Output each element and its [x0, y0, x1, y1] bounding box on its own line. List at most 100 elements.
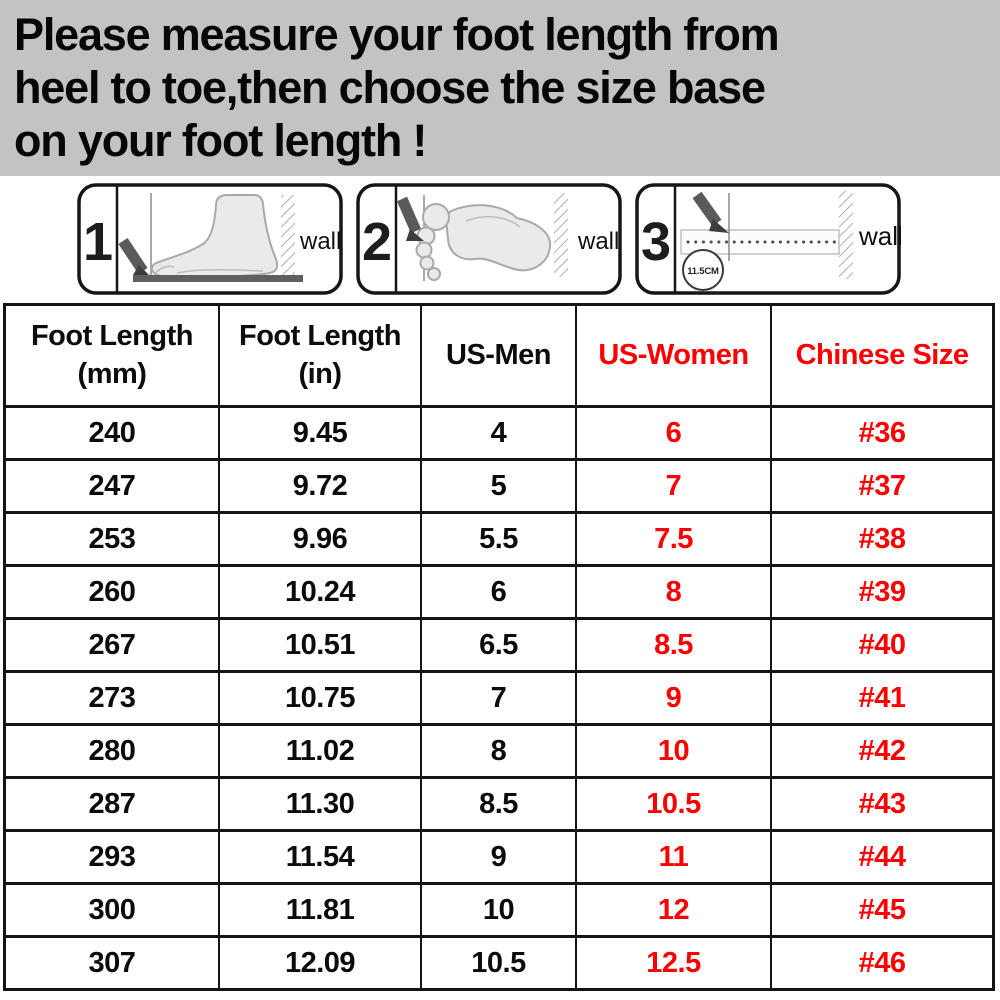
table-cell: 273 — [6, 673, 220, 723]
table-cell: 10.24 — [220, 567, 423, 617]
table-cell: #41 — [858, 681, 906, 714]
table-cell: 6 — [422, 567, 577, 617]
table-cell: 11.81 — [220, 885, 423, 935]
table-cell: 307 — [6, 938, 220, 988]
table-cell: 7 — [422, 673, 577, 723]
table-row: 287 11.30 8.5 10.5 #43 — [6, 779, 992, 832]
table-cell: 9.45 — [220, 408, 423, 458]
table-cell: 11.30 — [220, 779, 423, 829]
step-3-panel: 3 11.5CM wall — [635, 183, 901, 295]
wall-hatch-icon — [554, 193, 568, 277]
measure-steps-strip: 1 wall 2 — [0, 176, 1000, 303]
table-row: 240 9.45 4 6 #36 — [6, 408, 992, 461]
table-cell: 9 — [422, 832, 577, 882]
step-number: 2 — [362, 212, 392, 272]
table-cell: #42 — [858, 734, 906, 767]
table-cell: 10.5 — [422, 938, 577, 988]
table-cell: 253 — [6, 514, 220, 564]
table-row: 260 10.24 6 8 #39 — [6, 567, 992, 620]
table-cell: 6.5 — [422, 620, 577, 670]
wall-label: wall — [858, 221, 901, 251]
table-cell: 12.09 — [220, 938, 423, 988]
table-cell: 10 — [422, 885, 577, 935]
table-cell: #46 — [858, 946, 906, 979]
table-cell: 5.5 — [422, 514, 577, 564]
step-1-panel: 1 wall — [77, 183, 343, 295]
table-cell: 6 — [577, 408, 773, 458]
column-header: Foot Length (in) — [220, 306, 423, 405]
table-cell: 11.02 — [220, 726, 423, 776]
column-header: US-Women — [577, 306, 773, 405]
table-row: 273 10.75 7 9 #41 — [6, 673, 992, 726]
table-cell: 287 — [6, 779, 220, 829]
banner-text-line-1: Please measure your foot length from — [14, 9, 780, 60]
table-cell: 8 — [422, 726, 577, 776]
table-cell: 10.5 — [577, 779, 773, 829]
column-header-sub: (mm) — [77, 357, 147, 390]
table-row: 300 11.81 10 12 #45 — [6, 885, 992, 938]
table-cell: 8.5 — [422, 779, 577, 829]
table-cell: 9.96 — [220, 514, 423, 564]
measurement-value: 11.5CM — [687, 266, 719, 277]
column-header-sub: (in) — [298, 357, 342, 390]
table-cell: 11 — [577, 832, 773, 882]
floor-bar — [133, 275, 303, 282]
ruler-icon — [680, 229, 840, 255]
step-2-panel: 2 wall — [356, 183, 622, 295]
table-cell: 8 — [577, 567, 773, 617]
size-table-header-row: Foot Length (mm) Foot Length (in) US-Men US-W… — [6, 306, 992, 408]
table-cell: 10 — [577, 726, 773, 776]
table-cell: #36 — [858, 416, 906, 449]
table-cell: #45 — [858, 893, 906, 926]
column-header: US-Men — [422, 306, 577, 405]
column-header-title: Foot Length — [30, 320, 194, 353]
table-row: 280 11.02 8 10 #42 — [6, 726, 992, 779]
column-header: Foot Length (mm) — [6, 306, 220, 405]
table-cell: 9.72 — [220, 461, 423, 511]
table-cell: 260 — [6, 567, 220, 617]
table-cell: 5 — [422, 461, 577, 511]
table-cell: 247 — [6, 461, 220, 511]
table-cell: #44 — [858, 840, 906, 873]
table-cell: 11.54 — [220, 832, 423, 882]
wall-label: wall — [577, 228, 619, 255]
table-cell: 240 — [6, 408, 220, 458]
table-cell: 300 — [6, 885, 220, 935]
table-cell: 8.5 — [577, 620, 773, 670]
footprint-icon — [415, 203, 552, 281]
column-header-title: US-Women — [598, 338, 749, 371]
step-number: 3 — [641, 212, 671, 272]
banner-text-line-2: heel to toe,then choose the size base — [14, 62, 766, 113]
banner-text-line-3: on your foot length ! — [14, 115, 427, 166]
column-header: Chinese Size — [772, 306, 992, 405]
table-cell: 12 — [577, 885, 773, 935]
column-header-title: US-Men — [446, 338, 551, 371]
instruction-banner: Please measure your foot length from hee… — [0, 0, 1000, 176]
table-cell: #38 — [858, 522, 906, 555]
table-cell: #37 — [858, 469, 906, 502]
table-cell: 4 — [422, 408, 577, 458]
table-cell: 280 — [6, 726, 220, 776]
size-table: Foot Length (mm) Foot Length (in) US-Men US-W… — [3, 303, 995, 991]
table-cell: #40 — [858, 628, 906, 661]
measurement-callout: 11.5CM — [682, 249, 724, 291]
table-cell: 7 — [577, 461, 773, 511]
column-header-title: Chinese Size — [795, 338, 969, 371]
column-header-title: Foot Length — [239, 320, 402, 353]
table-row: 307 12.09 10.5 12.5 #46 — [6, 938, 992, 988]
wall-label: wall — [299, 228, 341, 255]
table-cell: 267 — [6, 620, 220, 670]
table-row: 253 9.96 5.5 7.5 #38 — [6, 514, 992, 567]
table-cell: 10.75 — [220, 673, 423, 723]
table-cell: #39 — [858, 575, 906, 608]
table-cell: 12.5 — [577, 938, 773, 988]
wall-hatch-icon — [281, 195, 295, 275]
table-cell: 9 — [577, 673, 773, 723]
table-cell: #43 — [858, 787, 906, 820]
table-row: 267 10.51 6.5 8.5 #40 — [6, 620, 992, 673]
table-row: 293 11.54 9 11 #44 — [6, 832, 992, 885]
pencil-icon — [692, 191, 729, 233]
table-cell: 293 — [6, 832, 220, 882]
step-number: 1 — [83, 212, 113, 272]
pencil-icon — [396, 196, 424, 241]
